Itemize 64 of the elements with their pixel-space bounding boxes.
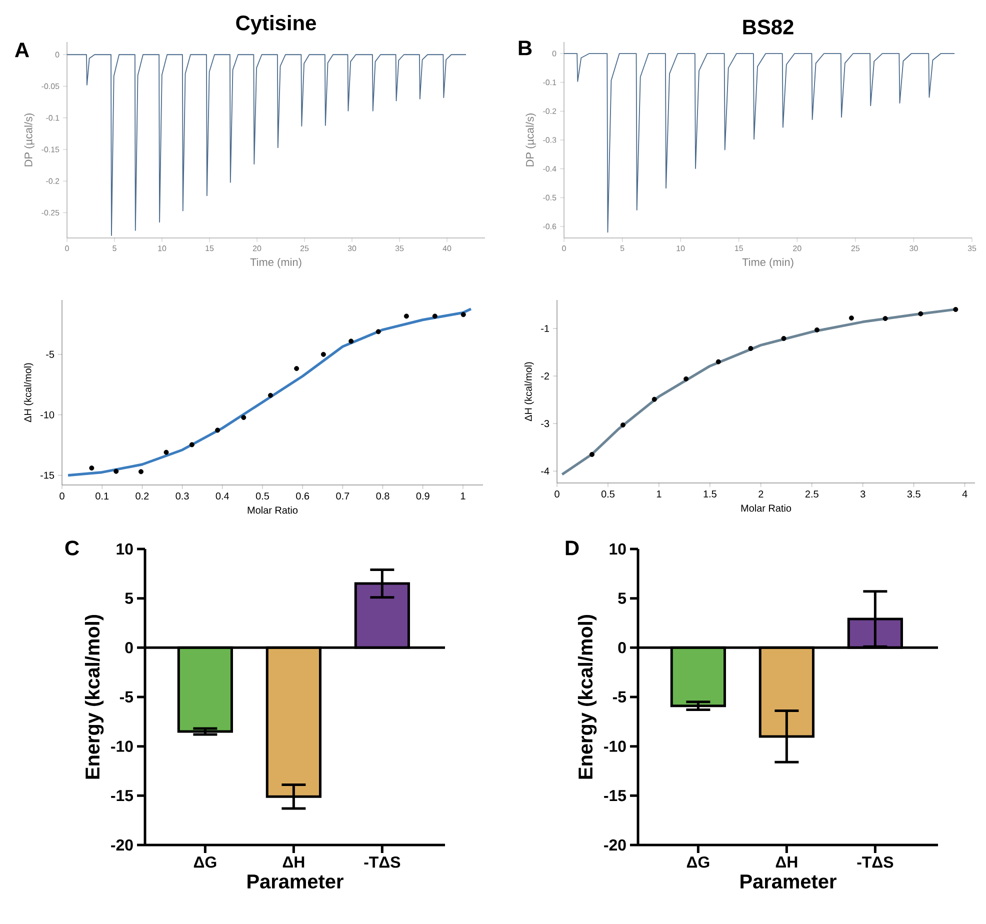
y-axis-title: Energy (kcal/mol) (578, 614, 597, 779)
x-tick-label: 2.5 (805, 490, 818, 498)
y-tick-label: -20 (111, 839, 133, 851)
x-tick-label: 0.1 (96, 492, 109, 500)
x-tick-label: 0.5 (601, 490, 614, 498)
x-axis-title: Parameter (248, 874, 344, 889)
y-tick-label: -2 (541, 372, 549, 380)
x-axis-title: Parameter (740, 874, 836, 889)
x-tick-label: -TΔS (857, 856, 894, 868)
y-tick-label: -10 (604, 740, 626, 752)
y-tick-label: -1 (541, 325, 550, 332)
x-axis-title: Molar Ratio (741, 504, 792, 512)
x-tick-label: 1.5 (704, 490, 716, 498)
x-axis-title: Time (min) (250, 258, 302, 268)
y-axis-title: DP (µcal/s) (24, 113, 34, 166)
x-tick-label: 0.5 (256, 492, 269, 500)
y-tick-label: -15 (40, 472, 54, 479)
x-tick-label: 0.3 (176, 492, 189, 500)
y-tick-label: 5 (618, 592, 626, 604)
x-tick-label: 0.2 (136, 492, 149, 500)
y-tick-label: -15 (604, 790, 626, 802)
y-tick-label: 10 (116, 543, 133, 555)
y-axis-title: ΔH (kcal/mol) (24, 363, 34, 422)
y-tick-label: -5 (46, 350, 54, 358)
y-tick-label: 5 (125, 592, 134, 604)
text: A (14, 42, 30, 58)
x-tick-label: 3 (860, 490, 866, 498)
y-axis-title: DP (µcal/s) (526, 113, 536, 166)
y-tick-label: -10 (40, 411, 54, 418)
text: C (65, 540, 79, 556)
x-axis-title: Time (min) (742, 258, 794, 268)
x-tick-label: 0.6 (296, 492, 310, 500)
x-tick-label: 3.5 (907, 490, 920, 498)
y-tick-label: 0 (618, 642, 626, 654)
y-tick-label: 10 (610, 543, 626, 555)
x-tick-label: 1 (460, 492, 466, 500)
x-tick-label: 4 (962, 490, 968, 498)
y-axis-title: Energy (kcal/mol) (84, 614, 104, 779)
x-tick-label: 0.8 (376, 492, 390, 500)
x-tick-label: 2 (758, 490, 764, 498)
y-tick-label: -3 (541, 420, 550, 428)
y-tick-label: -20 (604, 839, 626, 851)
x-tick-label: -TΔS (364, 856, 400, 868)
x-tick-label: 0.9 (416, 492, 430, 500)
x-tick-label: 0 (60, 492, 64, 500)
text: D (566, 540, 579, 556)
y-tick-label: -5 (612, 691, 626, 703)
y-tick-label: -5 (120, 691, 134, 703)
x-tick-label: 0.7 (336, 492, 350, 500)
x-tick-label: ΔH (282, 856, 304, 868)
x-tick-label: ΔG (194, 856, 216, 868)
x-tick-label: ΔG (686, 856, 710, 868)
x-tick-label: 1 (656, 490, 662, 498)
x-tick-label: 0.4 (216, 492, 230, 500)
chart-title: BS82 (743, 20, 794, 34)
x-tick-label: ΔH (776, 856, 798, 868)
text: B (518, 40, 532, 56)
y-tick-label: -4 (541, 468, 550, 475)
chart-title: Cytisine (236, 14, 316, 34)
y-tick-label: -15 (111, 790, 134, 802)
x-axis-title: Molar Ratio (248, 506, 298, 514)
y-axis-title: ΔH (kcal/mol) (524, 362, 534, 422)
y-tick-label: 0 (125, 642, 133, 654)
y-tick-label: -10 (111, 740, 133, 752)
